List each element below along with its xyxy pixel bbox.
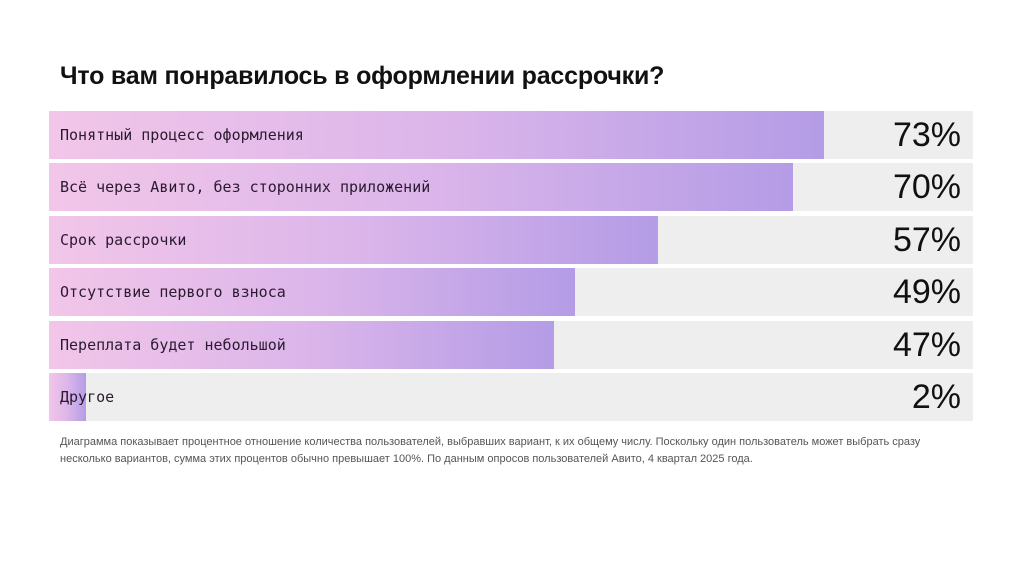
- bar-label: Всё через Авито, без сторонних приложени…: [60, 178, 431, 197]
- bar-label: Переплата будет небольшой: [60, 335, 286, 354]
- bar-label: Отсутствие первого взноса: [60, 283, 286, 302]
- bar-row: Другое 2%: [49, 372, 973, 421]
- bar-row: Отсутствие первого взноса 49%: [49, 268, 973, 317]
- bar-row: Всё через Авито, без сторонних приложени…: [49, 163, 973, 212]
- chart-title: Что вам понравилось в оформлении рассроч…: [60, 62, 665, 90]
- value-label: 73%: [892, 116, 961, 154]
- bar-label: Срок рассрочки: [60, 230, 187, 249]
- bar-label: Понятный процесс оформления: [60, 126, 304, 144]
- footnote: Диаграмма показывает процентное отношени…: [60, 436, 921, 465]
- bar-label: Другое: [60, 387, 115, 406]
- value-label: 57%: [892, 220, 961, 259]
- bar: [49, 320, 554, 369]
- bar: [49, 163, 793, 212]
- bar: [49, 372, 86, 421]
- value-label: 70%: [892, 168, 961, 207]
- value-label: 47%: [892, 325, 961, 364]
- bar-row: Срок рассрочки 57%: [49, 215, 973, 264]
- bar: [49, 215, 658, 264]
- bar-row: Понятный процесс оформления 73%: [49, 111, 973, 159]
- value-label: 2%: [911, 377, 961, 416]
- bar: [49, 268, 575, 317]
- bar-row: Переплата будет небольшой 47%: [49, 320, 973, 369]
- value-label: 49%: [892, 273, 961, 312]
- bar: [49, 111, 825, 159]
- bar-list: Понятный процесс оформления 73% Всё через …: [49, 111, 973, 425]
